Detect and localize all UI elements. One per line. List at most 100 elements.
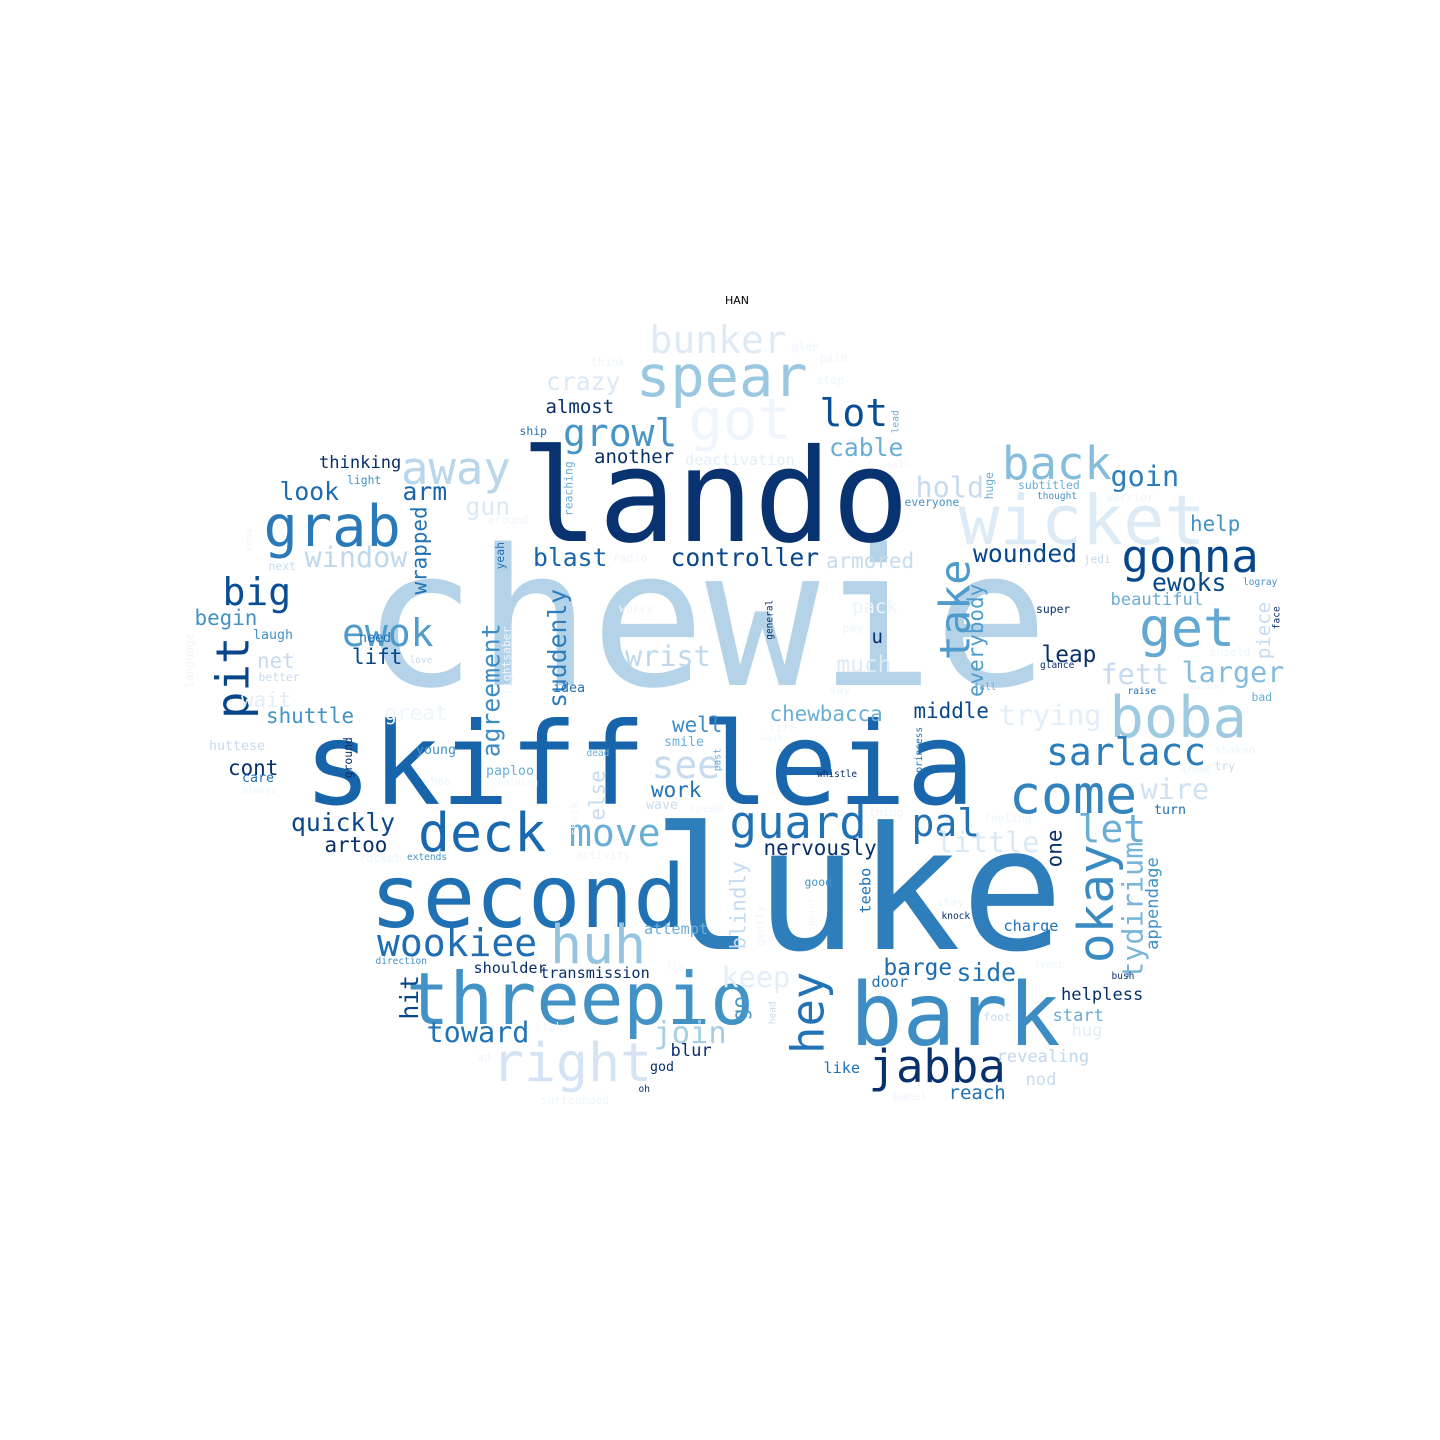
word-dream: dream	[1180, 765, 1210, 776]
word-panel: panel	[893, 1088, 928, 1103]
word-worry: worry	[619, 600, 654, 615]
word-walk: walk	[760, 733, 784, 744]
word-blindly: blindly	[726, 860, 751, 949]
word-right: right	[492, 1031, 653, 1094]
word-ewoks: ewoks	[1152, 567, 1227, 597]
word-side: side	[956, 957, 1016, 987]
word-wookiee: wookiee	[377, 921, 538, 965]
word-work: work	[651, 777, 702, 802]
word-goin: goin	[1110, 459, 1180, 493]
word-attempt: attempt	[644, 919, 709, 938]
word-speak: speak	[689, 800, 724, 815]
word-jedi: jedi	[1083, 551, 1111, 566]
word-pack: pack	[852, 595, 898, 618]
word-join: join	[653, 1016, 727, 1051]
word-wait: wait	[241, 687, 292, 712]
word-net: net	[257, 648, 295, 673]
word-nod: nod	[1025, 1069, 1057, 1090]
word-move: move	[569, 811, 661, 855]
word-language: language	[182, 632, 197, 688]
word-bark: bark	[850, 963, 1061, 1066]
word-boba: boba	[1109, 684, 1247, 751]
word-door: door	[871, 972, 909, 991]
word-front: front	[1034, 960, 1064, 971]
word-fall: fall	[973, 682, 997, 693]
word-check: check	[567, 801, 582, 836]
word-better: better	[258, 669, 300, 684]
word-logray: logray	[1243, 577, 1278, 588]
word-growl: growl	[563, 411, 678, 455]
word-raise: raise	[1127, 686, 1157, 697]
word-good: good	[804, 874, 832, 889]
word-direction: direction	[375, 956, 427, 967]
word-ground: ground	[340, 736, 355, 778]
word-stake: stake	[535, 1019, 570, 1034]
word-pain: pain	[819, 350, 847, 365]
word-middle: middle	[913, 698, 989, 723]
word-shaken: shaken	[1214, 742, 1256, 757]
word-wrapped: wrapped	[407, 505, 432, 594]
word-next: next	[268, 558, 296, 573]
word-trying: trying	[998, 698, 1102, 732]
word-keep: keep	[721, 960, 791, 994]
word-wave: wave	[646, 797, 679, 813]
word-god: god	[650, 1059, 675, 1075]
word-second: second	[370, 845, 686, 948]
word-lead: lead	[890, 410, 902, 434]
word-ewok: ewok	[342, 611, 434, 655]
word-shuttle: shuttle	[266, 703, 355, 728]
word-another: another	[594, 445, 675, 468]
word-warrior: warrior	[1106, 489, 1155, 504]
word-care: care	[242, 770, 275, 786]
word-alien: alien	[1190, 681, 1220, 692]
word-huh: huh	[550, 913, 647, 976]
word-arm: arm	[402, 476, 448, 506]
word-head: head	[767, 1001, 779, 1025]
word-gun: gun	[465, 491, 511, 521]
word-smile: smile	[664, 734, 705, 750]
word-idea: idea	[553, 680, 586, 696]
word-need: need	[359, 630, 392, 646]
word-sarlacc: sarlacc	[1046, 730, 1207, 774]
word-thinking: thinking	[319, 452, 402, 473]
word-barge: barge	[883, 954, 953, 981]
word-think: think	[591, 354, 626, 369]
word-gonna: gonna	[1121, 530, 1259, 583]
word-artoo: artoo	[324, 832, 388, 857]
word-face: face	[1271, 606, 1283, 630]
word-grab: grab	[263, 493, 401, 560]
word-nervously: nervously	[763, 835, 877, 860]
word-hug: hug	[1071, 1020, 1103, 1041]
word-wire: wire	[1140, 772, 1210, 806]
word-love: love	[409, 655, 433, 666]
word-transmission: transmission	[540, 963, 650, 982]
word-charge: charge	[1003, 916, 1059, 935]
word-thing: thing	[869, 804, 904, 819]
word-pal: pal	[911, 801, 981, 845]
word-go: go	[727, 995, 752, 1021]
word-cont: cont	[228, 755, 279, 780]
word-great: great	[384, 700, 448, 725]
word-crazy: crazy	[546, 366, 621, 396]
word-rocket: rocket	[359, 850, 401, 865]
word-fly: fly	[666, 961, 684, 972]
word-whoa: whoa	[423, 773, 451, 788]
word-super: super	[1036, 601, 1071, 616]
word-say: say	[829, 682, 851, 697]
word-deactivation: deactivation	[685, 450, 795, 469]
word-beautiful: beautiful	[1110, 589, 1204, 610]
word-yeah: yeah	[492, 541, 507, 569]
word-shoulder: shoulder	[473, 958, 547, 977]
word-else: else	[585, 769, 610, 821]
word-chewie: chewie	[362, 509, 1049, 730]
word-hold: hold	[915, 470, 985, 504]
word-wounded: wounded	[973, 538, 1078, 568]
word-stop: stop	[816, 372, 844, 387]
word-subtitled: subtitled	[1018, 477, 1080, 492]
word-quickly: quickly	[291, 807, 396, 837]
word-spear: spear	[636, 343, 808, 410]
word-revealing: revealing	[996, 1046, 1090, 1067]
word-stay: stay	[936, 894, 964, 909]
word-everybody: everybody	[963, 583, 988, 697]
word-bunker: bunker	[649, 318, 787, 362]
